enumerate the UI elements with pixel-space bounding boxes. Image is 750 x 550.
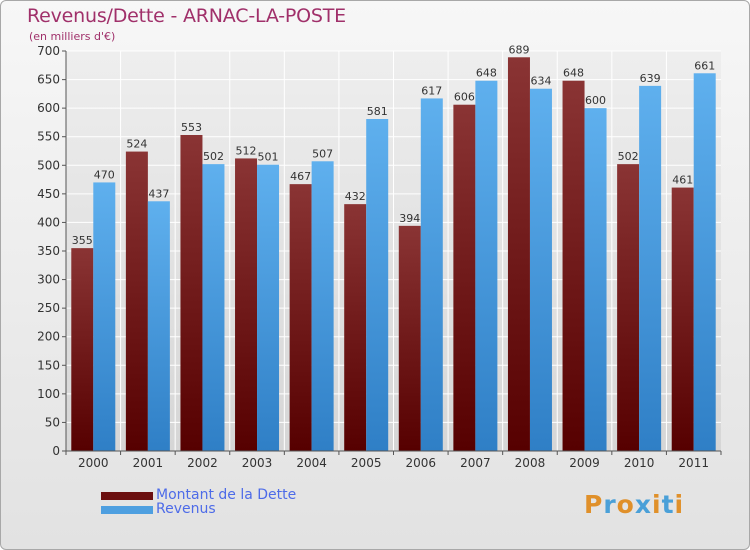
legend-swatch-revenue [101,506,153,514]
revenue-bar [257,164,280,451]
y-tick-label: 450 [37,187,60,201]
x-tick-label: 2003 [242,456,273,470]
legend-swatch-debt [101,492,153,500]
y-tick-label: 350 [37,244,60,258]
revenue-value-label: 470 [94,168,115,181]
y-tick-label: 100 [37,387,60,401]
revenue-value-label: 617 [421,84,442,97]
x-tick-label: 2008 [515,456,546,470]
x-tick-label: 2000 [78,456,109,470]
logo-letter: o [616,490,635,519]
debt-value-label: 524 [126,138,147,151]
revenue-value-label: 648 [476,67,497,80]
debt-bar [344,204,367,451]
debt-value-label: 606 [454,91,475,104]
x-tick-label: 2007 [460,456,491,470]
debt-value-label: 467 [290,170,311,183]
debt-bar [507,57,530,452]
debt-bar [235,158,258,451]
revenue-bar [311,161,334,452]
y-tick-label: 200 [37,330,60,344]
revenue-value-label: 661 [694,59,715,72]
y-tick-label: 0 [52,444,60,458]
y-tick-label: 500 [37,158,60,172]
y-tick-label: 250 [37,301,60,315]
debt-bar [398,225,421,451]
x-tick-label: 2002 [187,456,218,470]
logo-letter: t [661,490,675,519]
chart-subtitle: (en milliers d'€) [29,30,116,43]
x-tick-label: 2010 [624,456,655,470]
x-tick-label: 2011 [678,456,709,470]
x-tick-label: 2005 [351,456,382,470]
revenue-value-label: 507 [312,147,333,160]
revenue-value-label: 501 [258,151,279,164]
y-tick-label: 50 [45,415,60,429]
y-tick-label: 300 [37,273,60,287]
logo-letter: i [652,490,662,519]
debt-value-label: 432 [345,190,366,203]
proxiti-logo: Proxiti [584,490,684,519]
y-tick-label: 550 [37,130,60,144]
revenue-value-label: 639 [640,72,661,85]
debt-value-label: 553 [181,121,202,134]
debt-value-label: 394 [399,212,420,225]
revenue-value-label: 437 [148,187,169,200]
y-tick-label: 400 [37,215,60,229]
y-tick-label: 650 [37,73,60,87]
revenue-bar [529,88,552,451]
logo-letter: P [584,490,604,519]
debt-value-label: 648 [563,67,584,80]
debt-value-label: 502 [618,150,639,163]
revenue-bar [147,201,170,451]
revenue-bar [202,164,225,451]
debt-bar [453,104,476,451]
logo-letter: i [674,490,685,519]
debt-bar [180,135,203,451]
debt-bar [617,164,640,451]
x-tick-label: 2009 [569,456,600,470]
logo-letter: r [603,490,617,519]
x-tick-label: 2006 [406,456,437,470]
y-tick-label: 150 [37,358,60,372]
revenue-bar [366,119,389,451]
revenue-bar [420,98,443,451]
legend-label-debt: Montant de la Dette [156,487,297,503]
debt-value-label: 512 [236,144,257,157]
revenue-value-label: 581 [367,105,388,118]
debt-bar [289,184,312,451]
legend-label-revenue: Revenus [156,501,216,517]
debt-value-label: 355 [72,234,93,247]
revenue-bar [475,80,498,451]
debt-value-label: 461 [672,174,693,187]
revenue-bar [93,182,116,451]
x-tick-label: 2004 [296,456,327,470]
debt-bar [671,187,694,452]
debt-bar [71,248,94,451]
y-tick-label: 600 [37,101,60,115]
y-tick-label: 700 [37,44,60,58]
revenue-bar [584,108,607,452]
revenue-value-label: 502 [203,150,224,163]
revenue-value-label: 634 [530,75,551,88]
chart-title: Revenus/Dette - ARNAC-LA-POSTE [27,5,346,27]
x-tick-label: 2001 [133,456,164,470]
revenue-bar [693,73,716,452]
debt-value-label: 689 [508,43,529,56]
revenue-bar [639,85,662,451]
debt-bar [562,80,585,451]
revenue-value-label: 600 [585,94,606,107]
logo-letter: x [634,490,652,519]
debt-bar [125,151,148,452]
